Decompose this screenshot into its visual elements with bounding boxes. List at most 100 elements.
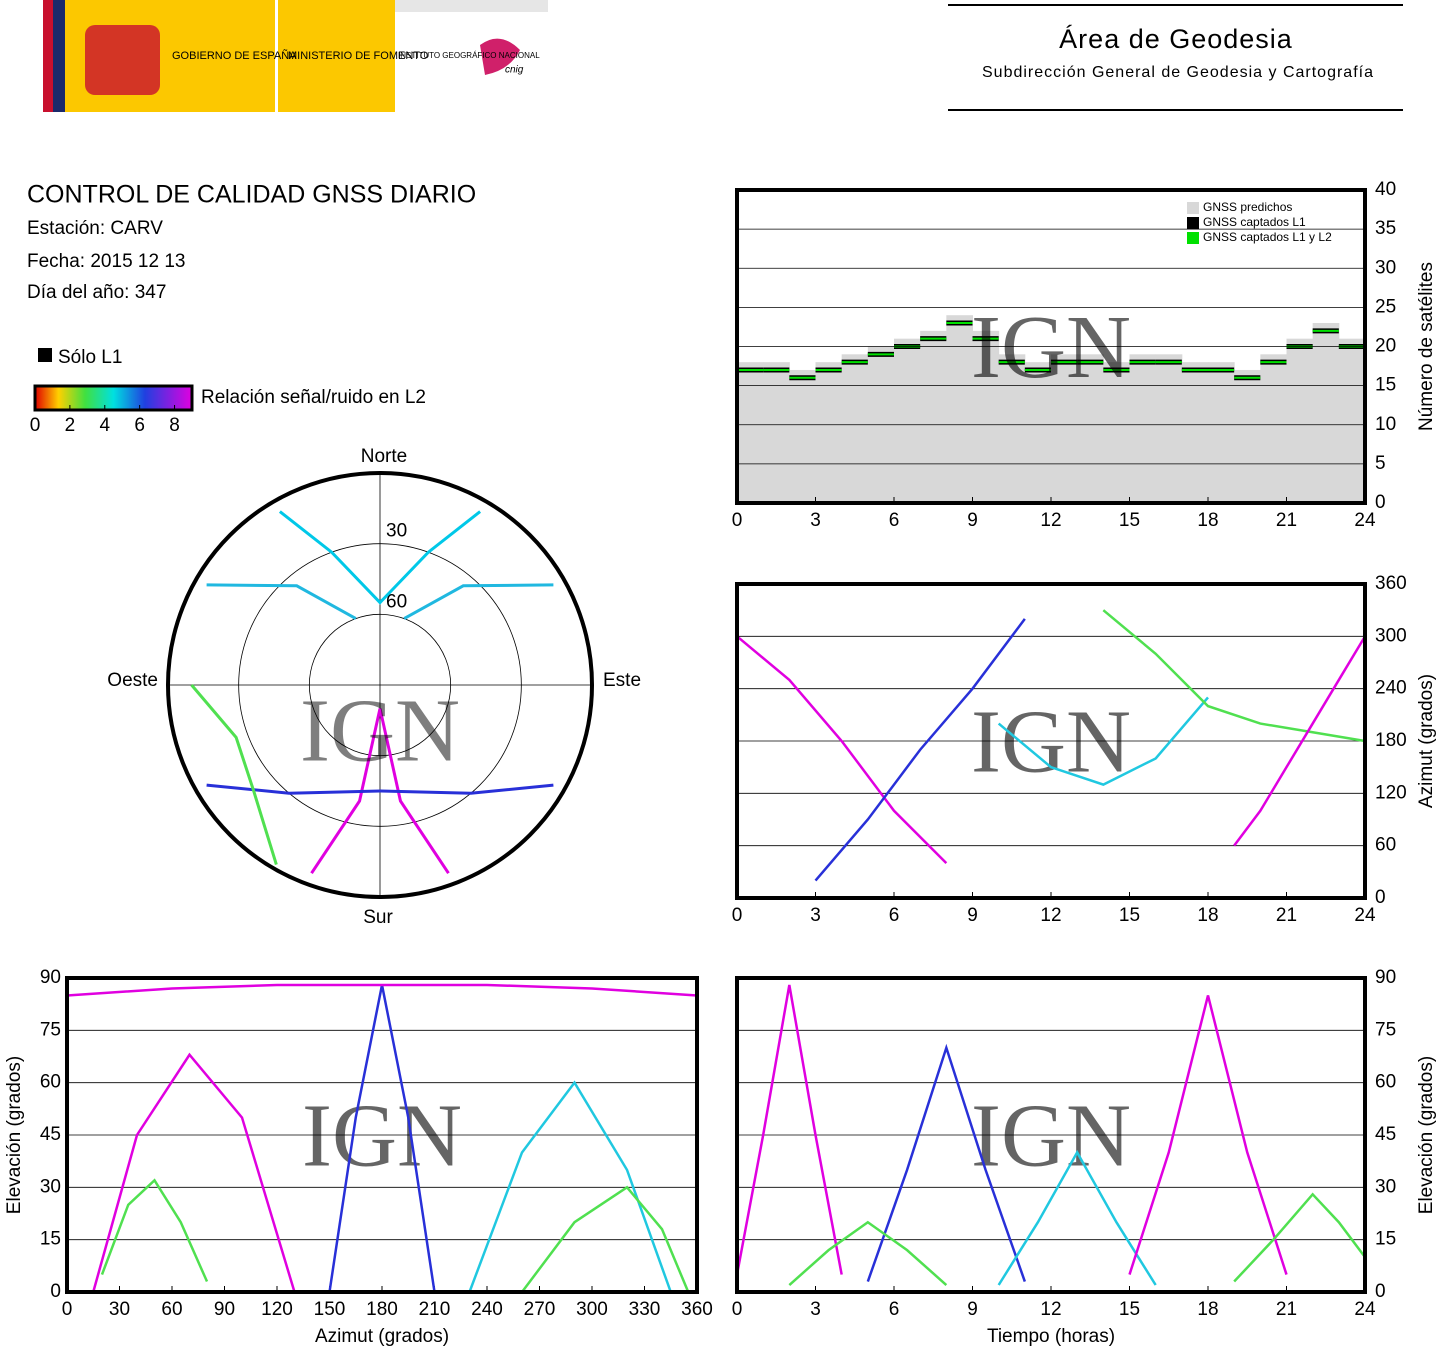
legend-label: GNSS captados L1 y L2	[1203, 230, 1332, 244]
institute-text: INSTITUTO GEOGRÁFICO NACIONAL	[398, 51, 540, 60]
y-tick-label: 240	[1375, 678, 1407, 699]
predicted-bar	[737, 362, 764, 503]
l1-label: Sólo L1	[58, 347, 122, 368]
colorbar-tick-label: 6	[134, 415, 145, 436]
colorbar	[33, 384, 194, 412]
x-tick-label: 9	[967, 905, 978, 926]
cnig-text: cnig	[505, 65, 524, 76]
date: Fecha: 2015 12 13	[27, 251, 185, 272]
predicted-bar	[1181, 362, 1209, 503]
x-tick-label: 21	[1276, 510, 1297, 531]
y-tick-label: 60	[40, 1072, 61, 1093]
skyplot-ring	[308, 613, 452, 757]
area-subtitle: Subdirección General de Geodesia y Carto…	[982, 64, 1374, 81]
y-axis-label: Número de satélites	[1416, 262, 1437, 431]
x-tick-label: 30	[109, 1299, 130, 1320]
y-tick-label: 0	[50, 1281, 61, 1302]
track	[997, 696, 1209, 786]
predicted-bar	[894, 338, 921, 503]
x-tick-label: 3	[810, 510, 821, 531]
x-tick-label: 15	[1119, 510, 1140, 531]
y-tick-label: 360	[1375, 573, 1407, 594]
x-tick-label: 210	[419, 1299, 451, 1320]
legend-swatch	[1187, 217, 1199, 229]
x-tick-label: 18	[1197, 510, 1218, 531]
x-tick-label: 12	[1040, 510, 1061, 531]
plot-frame	[735, 582, 1367, 900]
y-tick-label: 60	[1375, 1072, 1396, 1093]
sky-track	[206, 783, 554, 795]
station: Estación: CARV	[27, 218, 163, 239]
sky-track	[190, 684, 278, 865]
predicted-bar	[1234, 369, 1261, 503]
y-axis-label: Elevación (grados)	[4, 1056, 25, 1214]
x-tick-label: 6	[889, 905, 900, 926]
y-tick-label: 300	[1375, 625, 1407, 646]
predicted-bar	[946, 315, 973, 503]
y-tick-label: 35	[1375, 218, 1396, 239]
x-tick-label: 18	[1197, 905, 1218, 926]
predicted-bar	[1338, 338, 1366, 503]
x-tick-label: 270	[524, 1299, 556, 1320]
y-tick-label: 0	[1375, 1281, 1386, 1302]
sky-track	[206, 583, 357, 620]
predicted-bar	[1077, 354, 1104, 503]
y-tick-label: 45	[40, 1124, 61, 1145]
y-tick-label: 75	[1375, 1019, 1396, 1040]
x-tick-label: 3	[810, 905, 821, 926]
y-tick-label: 75	[40, 1019, 61, 1040]
watermark: IGN	[302, 1087, 462, 1186]
y-tick-label: 40	[1375, 179, 1396, 200]
y-tick-label: 10	[1375, 414, 1396, 435]
x-tick-label: 120	[261, 1299, 293, 1320]
plot-frame	[735, 188, 1367, 505]
y-tick-label: 90	[40, 967, 61, 988]
track	[788, 1220, 948, 1286]
x-tick-label: 24	[1354, 1299, 1376, 1320]
legend-label: GNSS predichos	[1203, 200, 1292, 214]
x-tick-label: 0	[62, 1299, 73, 1320]
colorbar-label: Relación señal/ruido en L2	[201, 387, 426, 408]
x-tick-label: 9	[967, 510, 978, 531]
y-tick-label: 15	[1375, 375, 1396, 396]
x-tick-label: 3	[810, 1299, 821, 1320]
x-tick-label: 0	[732, 905, 743, 926]
track	[735, 984, 843, 1275]
predicted-bar	[1260, 354, 1287, 503]
y-tick-label: 60	[1375, 835, 1396, 856]
y-tick-label: 0	[1375, 887, 1386, 908]
l1-swatch	[38, 348, 52, 362]
y-tick-label: 120	[1375, 782, 1407, 803]
y-tick-label: 0	[1375, 492, 1386, 513]
sky-track	[278, 510, 482, 605]
y-tick-label: 15	[1375, 1229, 1396, 1250]
x-tick-label: 21	[1276, 1299, 1297, 1320]
x-tick-label: 180	[366, 1299, 398, 1320]
x-tick-label: 21	[1276, 905, 1297, 926]
x-tick-label: 24	[1354, 905, 1376, 926]
predicted-bar	[763, 362, 790, 503]
skyplot-ring-label: 30	[386, 521, 407, 542]
skyplot-ring-label: 60	[386, 591, 407, 612]
y-tick-label: 20	[1375, 336, 1396, 357]
track	[997, 1149, 1157, 1286]
x-tick-label: 15	[1119, 1299, 1140, 1320]
page-title: CONTROL DE CALIDAD GNSS DIARIO	[27, 181, 476, 209]
x-tick-label: 0	[732, 510, 743, 531]
header-logo	[43, 0, 548, 112]
watermark: IGN	[971, 693, 1131, 792]
predicted-bar	[815, 362, 843, 503]
y-tick-label: 90	[1375, 967, 1396, 988]
x-tick-label: 0	[732, 1299, 743, 1320]
colorbar-tick-label: 0	[30, 415, 41, 436]
track	[814, 618, 1026, 882]
watermark: IGN	[971, 1087, 1131, 1186]
dir-east: Este	[603, 670, 641, 691]
x-tick-label: 6	[889, 510, 900, 531]
legend-swatch	[1187, 232, 1199, 244]
predicted-bar	[1208, 362, 1235, 503]
track	[1128, 995, 1288, 1275]
y-tick-label: 30	[1375, 257, 1396, 278]
watermark: IGN	[971, 298, 1131, 397]
x-axis-label: Tiempo (horas)	[987, 1326, 1115, 1347]
